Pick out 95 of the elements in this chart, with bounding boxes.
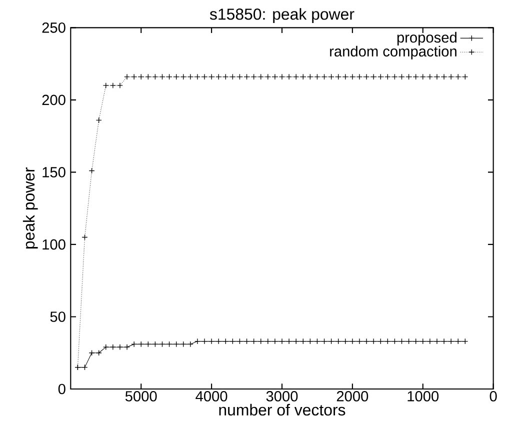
x-tick-label: 2000 (336, 391, 368, 402)
x-axis-title: number of vectors (219, 404, 346, 416)
point (349, 74, 356, 80)
point (116, 344, 123, 350)
point (392, 338, 398, 344)
point (194, 338, 200, 344)
point (180, 74, 186, 80)
point (406, 74, 412, 80)
point (364, 74, 370, 80)
x-tick-label: 4000 (196, 391, 228, 402)
point (102, 82, 109, 88)
chart-title: s15850: peak power (210, 8, 354, 23)
legend-label: proposed (397, 32, 456, 46)
point (426, 74, 433, 80)
point (116, 82, 123, 88)
point (173, 74, 180, 80)
point (96, 350, 102, 356)
point (300, 74, 306, 80)
point (96, 117, 102, 124)
point (321, 74, 328, 80)
point (392, 74, 398, 80)
point (110, 82, 116, 88)
point (194, 74, 200, 80)
point (166, 74, 172, 80)
point (208, 74, 215, 80)
point (441, 74, 448, 80)
point (222, 74, 229, 80)
point (159, 341, 166, 348)
point (384, 74, 391, 80)
y-tick-label: 100 (42, 239, 66, 250)
x-tick-label: 1000 (408, 391, 439, 402)
y-axis-title: peak power (22, 167, 38, 249)
x-tick-label: 5000 (125, 391, 157, 402)
point (398, 74, 405, 80)
point (187, 74, 194, 80)
point (328, 74, 334, 80)
point (321, 338, 328, 344)
point (145, 74, 152, 80)
y-tick-label: 0 (58, 384, 66, 394)
point (236, 338, 243, 344)
point (131, 341, 138, 348)
point (138, 74, 144, 80)
point (314, 338, 320, 344)
point (102, 344, 109, 350)
x-tick-label: 0 (490, 391, 497, 402)
point (307, 74, 314, 80)
y-tick-label: 200 (42, 94, 66, 106)
x-tick-label: 3000 (266, 391, 298, 402)
point (406, 338, 412, 344)
point (342, 74, 348, 80)
point (244, 338, 250, 344)
point (152, 74, 158, 80)
point (124, 74, 130, 80)
point (166, 341, 172, 348)
point (314, 74, 320, 80)
point (152, 341, 158, 348)
point (370, 74, 377, 80)
point (378, 74, 384, 80)
point (131, 74, 138, 80)
point (250, 74, 257, 80)
y-tick-label: 50 (50, 312, 66, 322)
point (434, 74, 440, 80)
y-tick-label: 250 (42, 22, 66, 33)
point (264, 74, 271, 80)
point (258, 74, 264, 80)
point (279, 74, 285, 80)
legend-label: random compaction (330, 46, 456, 60)
point (216, 74, 222, 80)
point (335, 74, 342, 80)
point (159, 74, 166, 80)
point (236, 74, 243, 80)
point (250, 338, 257, 344)
point (293, 74, 300, 80)
point (420, 74, 426, 80)
point (462, 74, 468, 80)
point (448, 74, 454, 80)
point (110, 344, 116, 350)
point (272, 74, 278, 80)
point (286, 74, 292, 80)
point (412, 74, 419, 80)
point (455, 74, 462, 80)
point (328, 338, 334, 344)
point (398, 338, 405, 344)
y-tick-label: 150 (42, 167, 66, 178)
point (82, 364, 88, 370)
point (202, 74, 208, 80)
point (88, 168, 95, 174)
point (356, 74, 362, 80)
point (187, 341, 194, 348)
point (230, 338, 236, 344)
point (230, 74, 236, 80)
point (88, 350, 95, 356)
point (82, 234, 88, 240)
point (244, 74, 250, 80)
point (124, 344, 130, 350)
